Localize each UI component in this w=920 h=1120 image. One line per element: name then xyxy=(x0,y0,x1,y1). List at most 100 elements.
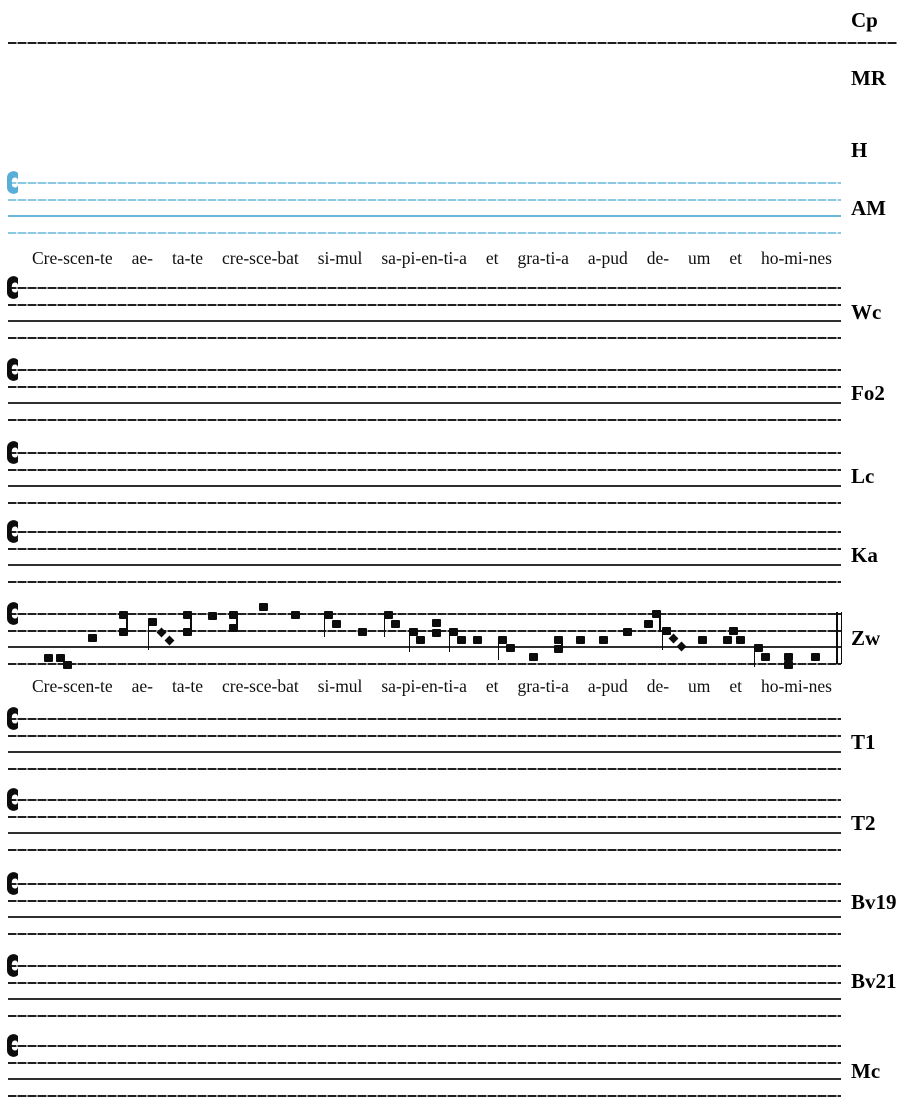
staff-line xyxy=(8,646,841,648)
staff-line xyxy=(8,1045,841,1047)
neume-square xyxy=(390,620,400,628)
c-clef-icon xyxy=(7,871,19,896)
neume-square xyxy=(697,636,707,644)
c-clef-icon xyxy=(7,1033,19,1058)
source-label-AM[interactable]: AM xyxy=(851,196,886,220)
c-clef-icon xyxy=(7,519,19,544)
staff-line xyxy=(8,386,841,388)
source-label-Mc[interactable]: Mc xyxy=(851,1059,881,1083)
source-label-T1[interactable]: T1 xyxy=(851,730,876,754)
neume-square xyxy=(182,611,192,619)
neume-square xyxy=(553,645,563,653)
staff-line xyxy=(8,630,841,632)
neume-diamond xyxy=(156,627,166,637)
c-clef-icon xyxy=(7,706,19,731)
source-label-MR[interactable]: MR xyxy=(851,66,886,90)
final-barline xyxy=(836,612,838,664)
neume-square xyxy=(415,636,425,644)
lyrics-line-1: Cre-scen-te ae-ta-te cre-sce-bat si-mul sa-p… xyxy=(32,247,832,269)
staff-line xyxy=(8,965,841,967)
source-label-Bv19[interactable]: Bv19 xyxy=(851,890,897,914)
neume-square xyxy=(651,610,661,618)
staff-line xyxy=(8,816,841,818)
c-clef-icon xyxy=(7,275,19,300)
staff-line xyxy=(8,182,841,184)
lyric-syllable: Cre-scen-te xyxy=(32,676,113,696)
lyric-syllable: si-mul xyxy=(317,248,363,268)
source-label-Fo2[interactable]: Fo2 xyxy=(851,381,885,405)
lyric-syllable: de- xyxy=(646,248,670,268)
source-label-Bv21[interactable]: Bv21 xyxy=(851,969,897,993)
neume-square xyxy=(448,628,458,636)
neume-stem xyxy=(497,640,499,660)
lyric-syllable: Cre-scen-te xyxy=(32,248,113,268)
staff-line xyxy=(8,419,841,421)
neume-square xyxy=(810,653,820,661)
source-label-Zw[interactable]: Zw xyxy=(851,626,881,650)
neume-square xyxy=(760,653,770,661)
staff-line xyxy=(8,663,841,665)
neume-stem xyxy=(753,648,755,667)
staff-line xyxy=(8,502,841,504)
staff-line xyxy=(8,982,841,984)
lyric-syllable: um xyxy=(688,248,711,268)
staff-line xyxy=(8,485,841,487)
staff-line xyxy=(8,469,841,471)
staff-line xyxy=(8,548,841,550)
neume-stem xyxy=(561,640,563,649)
neume-square xyxy=(62,661,72,669)
neume-square xyxy=(528,653,538,661)
neume-stem xyxy=(659,614,661,632)
neume-square xyxy=(728,627,738,635)
lyrics-line-2: Cre-scen-te ae-ta-te cre-sce-bat si-mul sa-p… xyxy=(32,675,832,697)
source-label-Wc[interactable]: Wc xyxy=(851,300,882,324)
staff-line xyxy=(8,832,841,834)
staff-line xyxy=(8,1078,841,1080)
staff-line xyxy=(8,916,841,918)
lyric-syllable: cre-sce-bat xyxy=(221,676,299,696)
neume-square xyxy=(331,620,341,628)
source-label-T2[interactable]: T2 xyxy=(851,811,876,835)
neume-square xyxy=(472,636,482,644)
neume-stem xyxy=(236,615,238,628)
lyric-syllable: a-pud xyxy=(587,676,628,696)
neume-square xyxy=(497,636,507,644)
neume-square xyxy=(290,611,300,619)
neume-square xyxy=(575,636,585,644)
staff-line xyxy=(8,337,841,339)
neume-square xyxy=(735,636,745,644)
staff-line xyxy=(8,304,841,306)
neume-square xyxy=(55,654,65,662)
lyric-syllable: sa-pi-en-ti-a xyxy=(381,676,467,696)
neume-stem xyxy=(448,632,450,652)
c-clef-icon xyxy=(7,357,19,382)
source-label-Lc[interactable]: Lc xyxy=(851,464,875,488)
staff-line xyxy=(8,531,841,533)
source-label-H[interactable]: H xyxy=(851,138,868,162)
neume-stem xyxy=(408,632,410,652)
neume-square xyxy=(408,628,418,636)
staff-line xyxy=(8,215,841,217)
neume-square xyxy=(87,634,97,642)
lyric-syllable: gra-ti-a xyxy=(517,676,569,696)
neume-stem xyxy=(147,622,149,650)
staff-line xyxy=(8,564,841,566)
lyric-syllable: cre-sce-bat xyxy=(221,248,299,268)
source-label-Cp[interactable]: Cp xyxy=(851,8,878,32)
neume-square xyxy=(258,603,268,611)
neume-stem xyxy=(323,615,325,637)
c-clef-icon xyxy=(7,787,19,812)
staff-line xyxy=(8,613,841,615)
staff-line xyxy=(8,320,841,322)
lyric-syllable: et xyxy=(485,676,499,696)
lyric-syllable: ta-te xyxy=(171,676,204,696)
staff-line xyxy=(8,287,841,289)
neume-square xyxy=(431,629,441,637)
neume-square xyxy=(753,644,763,652)
neume-stem xyxy=(383,615,385,637)
source-label-Ka[interactable]: Ka xyxy=(851,543,878,567)
neume-square xyxy=(43,654,53,662)
staff-line xyxy=(8,1095,841,1097)
staff-line xyxy=(8,1015,841,1017)
